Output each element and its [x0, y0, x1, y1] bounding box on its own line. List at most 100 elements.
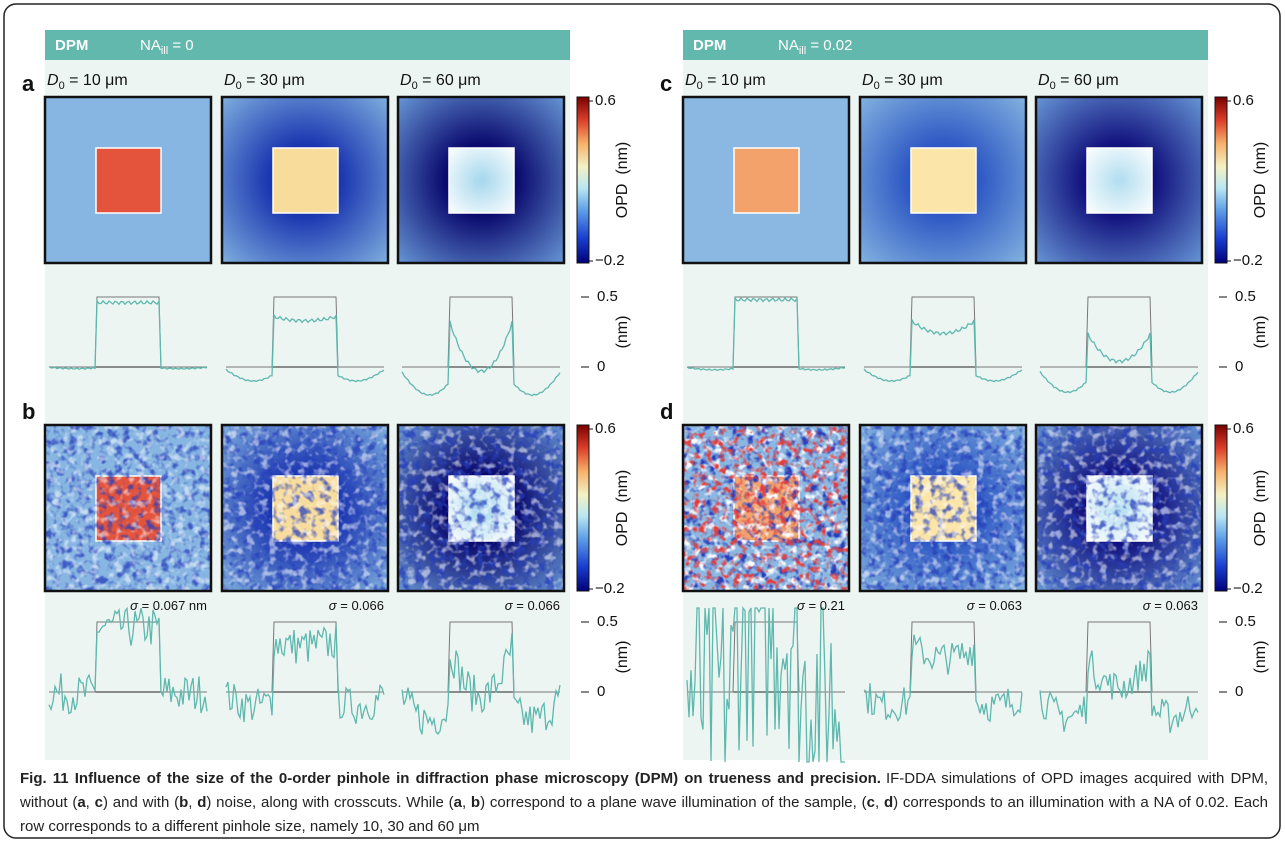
column-label: D0 = 30 μm	[224, 72, 305, 92]
crosscut-curve	[225, 624, 385, 724]
column-symbol: D	[400, 72, 412, 89]
crosscut-tick-label: 0.5	[1235, 613, 1256, 630]
caption-panel-ref: d	[197, 794, 207, 811]
caption-text: ) correspond to a plane wave illuminatio…	[480, 794, 867, 811]
sigma-value: = 0.066	[337, 598, 384, 613]
sigma-value: = 0.063	[1151, 598, 1198, 613]
na-sub: ill	[799, 45, 806, 57]
noise-overlay	[860, 425, 1026, 591]
image-frame	[681, 423, 851, 593]
caption-panel-ref: d	[883, 794, 894, 811]
caption-text: ) and with (	[102, 794, 180, 811]
crosscut-unit: (nm)	[1252, 641, 1269, 674]
crosscut-curve	[863, 634, 1023, 723]
caption-text: IF-DDA simulations of OPD images acquire…	[20, 770, 1268, 811]
column-symbol: D	[47, 72, 59, 89]
crosscut-curve	[225, 313, 385, 383]
crosscut-reference	[402, 296, 560, 368]
colorbar-label: OPD (nm)	[1252, 470, 1269, 546]
image-frame	[858, 423, 1028, 593]
image-frame	[1034, 95, 1204, 265]
column-label: D0 = 10 μm	[685, 72, 766, 92]
crosscut-tick-label: 0	[597, 683, 605, 700]
colorbar	[1214, 424, 1228, 592]
sigma-value: = 0.067 nm	[138, 598, 207, 613]
crosscut-reference	[49, 296, 207, 368]
column-label: D0 = 60 μm	[400, 72, 481, 92]
column-sub: 0	[59, 80, 65, 92]
na-rest: = 0.02	[806, 37, 852, 54]
sigma-symbol: σ	[130, 598, 139, 613]
colorbar-label: OPD (nm)	[614, 470, 631, 546]
crosscut-reference	[1040, 296, 1198, 368]
crosscut-unit: (nm)	[1252, 316, 1269, 349]
column-rest: = 30 μm	[242, 72, 305, 89]
sigma-symbol: σ	[797, 598, 806, 613]
caption-text: ,	[85, 794, 95, 811]
caption-title: Fig. 11 Influence of the size of the 0-o…	[20, 770, 881, 787]
colorbar-tick-label: 0.6	[1233, 420, 1254, 437]
crosscut-reference	[864, 621, 1022, 693]
colorbar-tick-label: 0.6	[1233, 92, 1254, 109]
crosscut-curve	[686, 296, 846, 372]
figure-frame	[3, 3, 1281, 839]
crosscut-tick-label: 0	[1235, 683, 1243, 700]
column-rest: = 60 μm	[1056, 72, 1119, 89]
colorbar-tick-label: −0.2	[595, 252, 625, 269]
column-rest: = 10 μm	[65, 72, 128, 89]
crosscut-curve	[1039, 332, 1199, 394]
column-sub: 0	[697, 80, 703, 92]
pinhole-square	[733, 147, 800, 214]
sigma-symbol: σ	[329, 598, 338, 613]
sigma-label: σ = 0.063	[1143, 598, 1198, 613]
na-rest: = 0	[168, 37, 193, 54]
image-frame	[220, 423, 390, 593]
caption-panel-ref: c	[866, 794, 875, 811]
colorbar-label: OPD (nm)	[614, 142, 631, 218]
crosscut-curve	[48, 606, 208, 715]
sigma-value: = 0.21	[805, 598, 845, 613]
column-symbol: D	[1038, 72, 1050, 89]
image-frame	[681, 95, 851, 265]
column-label: D0 = 10 μm	[47, 72, 128, 92]
column-sub: 0	[236, 80, 242, 92]
na-base: NA	[778, 37, 799, 54]
image-frame	[43, 423, 213, 593]
colorbar-tick-label: −0.2	[1233, 580, 1263, 597]
pinhole-square	[1086, 147, 1153, 214]
sigma-label: σ = 0.067 nm	[130, 598, 207, 613]
sigma-value: = 0.066	[513, 598, 560, 613]
colorbar-label: OPD (nm)	[1252, 142, 1269, 218]
image-frame	[396, 423, 566, 593]
image-frame	[220, 95, 390, 265]
crosscut-tick-label: 0.5	[1235, 288, 1256, 305]
crosscut-tick-label: 0	[597, 358, 605, 375]
noise-overlay	[45, 425, 211, 591]
column-sub: 0	[1050, 80, 1056, 92]
na-base: NA	[140, 37, 161, 54]
header-label: DPM	[55, 37, 88, 54]
crosscut-tick-label: 0.5	[597, 613, 618, 630]
crosscut-curve	[686, 606, 845, 763]
column-label: D0 = 30 μm	[862, 72, 943, 92]
caption-text: ,	[188, 794, 198, 811]
caption-panel-ref: a	[77, 794, 86, 811]
sigma-label: σ = 0.066	[329, 598, 384, 613]
panel-header	[683, 30, 1208, 60]
pinhole-square	[448, 147, 515, 214]
crosscut-tick-label: 0.5	[597, 288, 618, 305]
crosscut-reference	[687, 296, 845, 368]
sigma-value: = 0.063	[975, 598, 1022, 613]
caption: Fig. 11 Influence of the size of the 0-o…	[20, 767, 1268, 839]
crosscut-unit: (nm)	[614, 641, 631, 674]
caption-panel-ref: b	[179, 794, 189, 811]
column-rest: = 10 μm	[703, 72, 766, 89]
crosscut-curve	[48, 299, 208, 371]
panel-letter: c	[660, 71, 672, 96]
image-frame	[396, 95, 566, 265]
sigma-symbol: σ	[505, 598, 514, 613]
header-na: NAill = 0	[140, 37, 194, 57]
colorbar-tick-label: −0.2	[595, 580, 625, 597]
